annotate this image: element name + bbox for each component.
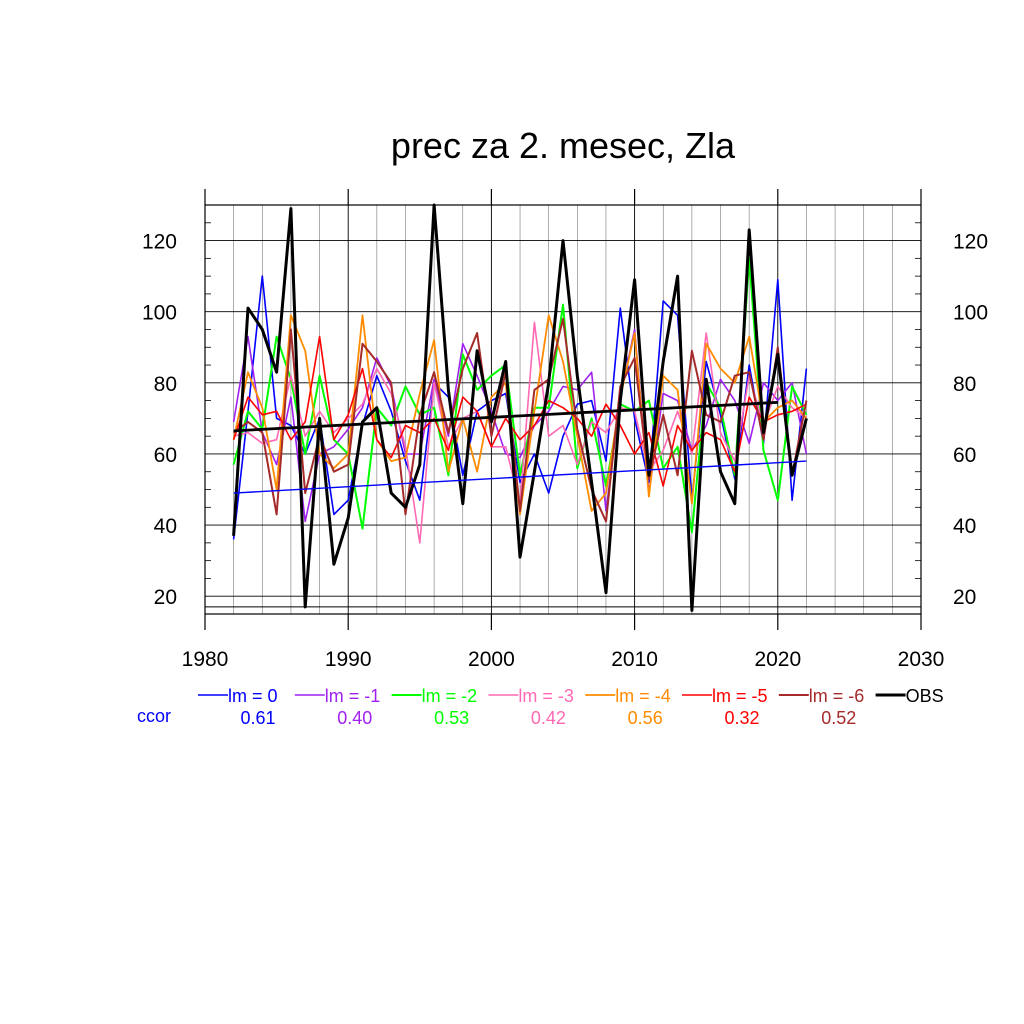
plot-area [232, 203, 808, 612]
ccor-value: 0.40 [337, 708, 372, 728]
legend-label: lm = -2 [422, 686, 478, 706]
legend-label: lm = 0 [228, 686, 278, 706]
legend-label: lm = -1 [325, 686, 381, 706]
trend-line-1 [233, 400, 778, 433]
y-tick-label-left: 20 [154, 586, 177, 609]
series-line-5 [232, 335, 807, 487]
trend-line-0 [233, 460, 807, 494]
y-tick-label-right: 60 [953, 444, 976, 467]
y-tick-label-left: 60 [154, 444, 177, 467]
series-line-2 [232, 257, 808, 534]
ccor-value: 0.61 [240, 708, 275, 728]
legend-label: lm = -5 [712, 686, 768, 706]
y-tick-label-left: 100 [142, 302, 177, 325]
y-tick-label-right: 40 [953, 515, 976, 538]
x-tick-label: 2020 [754, 648, 801, 671]
ccor-value: 0.53 [434, 708, 469, 728]
series-line-4 [232, 314, 808, 516]
y-tick-label-right: 80 [953, 373, 976, 396]
y-tick-label-left: 120 [142, 231, 177, 254]
ccor-value: 0.52 [821, 708, 856, 728]
ccor-value: 0.32 [724, 708, 759, 728]
y-tick-label-left: 80 [154, 373, 177, 396]
ccor-value: 0.42 [531, 708, 566, 728]
x-tick-label: 2030 [898, 648, 945, 671]
series-line-0 [232, 275, 808, 540]
x-tick-label: 2000 [468, 648, 515, 671]
x-tick-label: 1980 [182, 648, 229, 671]
y-tick-label-right: 20 [953, 586, 976, 609]
y-tick-label-left: 40 [154, 515, 177, 538]
legend-label: lm = -3 [518, 686, 574, 706]
legend-label: lm = -4 [615, 686, 671, 706]
y-tick-label-right: 120 [953, 231, 988, 254]
legend-label: lm = -6 [809, 686, 865, 706]
legend: lm = 0 lm = -1 lm = -2 lm = -3 lm = -4 lm = -… [137, 686, 944, 728]
ccor-label: ccor [137, 706, 171, 726]
legend-label: OBS [906, 686, 944, 706]
y-tick-label-right: 100 [953, 302, 988, 325]
chart-title: prec za 2. mesec, Zla [391, 125, 736, 166]
x-tick-label: 1990 [325, 648, 372, 671]
series-line-7 [232, 203, 808, 612]
ccor-value: 0.56 [628, 708, 663, 728]
x-tick-label: 2010 [611, 648, 658, 671]
plot-frame [204, 204, 922, 615]
